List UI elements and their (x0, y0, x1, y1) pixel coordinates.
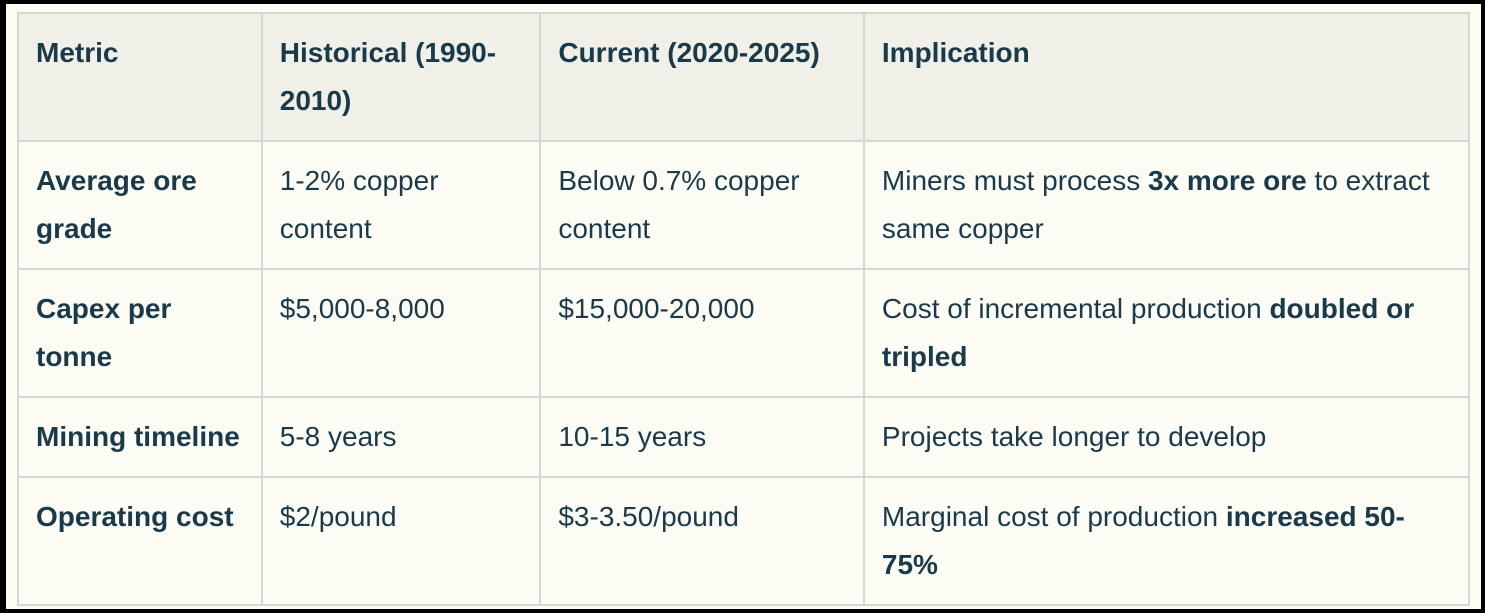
text-segment: $3-3.50/pound (558, 501, 739, 532)
copper-mining-metrics-table: Metric Historical (1990-2010) Current (2… (17, 12, 1471, 606)
table-row: Average ore grade 1-2% copper content Belo… (17, 140, 1471, 270)
column-header-historical: Historical (1990-2010) (260, 12, 542, 142)
historical-cell: 1-2% copper content (260, 140, 542, 270)
text-segment: Marginal cost of production (881, 501, 1226, 532)
table-row: Capex per tonne $5,000-8,000 $15,000-20,00… (17, 268, 1471, 398)
implication-cell: Marginal cost of production increased 50… (862, 476, 1471, 606)
bold-text-segment: 3x more ore (1147, 165, 1307, 196)
text-segment: $5,000-8,000 (279, 293, 445, 324)
text-segment: Miners must process (881, 165, 1148, 196)
implication-cell: Miners must process 3x more ore to extra… (862, 140, 1471, 270)
historical-cell: $2/pound (260, 476, 542, 606)
text-segment: Below 0.7% copper content (558, 165, 800, 244)
historical-cell: $5,000-8,000 (260, 268, 542, 398)
metric-cell: Mining timeline (17, 396, 263, 478)
bold-text-segment: Average ore grade (36, 165, 197, 244)
bold-text-segment: Mining timeline (36, 421, 240, 452)
metric-cell: Average ore grade (17, 140, 263, 270)
bold-text-segment: Capex per tonne (36, 293, 172, 372)
text-segment: to extract same copper (881, 165, 1430, 244)
table-row: Operating cost $2/pound $3-3.50/pound Margi… (17, 476, 1471, 606)
metric-cell: Capex per tonne (17, 268, 263, 398)
bold-text-segment: increased 50-75% (881, 501, 1405, 580)
table-body: Average ore grade 1-2% copper content Belo… (17, 140, 1471, 606)
implication-cell: Projects take longer to develop (862, 396, 1471, 478)
bold-text-segment: doubled or tripled (881, 293, 1415, 372)
implication-cell: Cost of incremental production doubled o… (862, 268, 1471, 398)
current-cell: $15,000-20,000 (539, 268, 865, 398)
text-segment: $2/pound (279, 501, 397, 532)
table-row: Mining timeline 5-8 years 10-15 years Proje… (17, 396, 1471, 478)
text-segment: 1-2% copper content (279, 165, 439, 244)
header-row: Metric Historical (1990-2010) Current (2… (17, 12, 1471, 142)
current-cell: 10-15 years (539, 396, 865, 478)
column-header-implication: Implication (862, 12, 1471, 142)
text-segment: 5-8 years (279, 421, 397, 452)
bold-text-segment: Operating cost (36, 501, 234, 532)
historical-cell: 5-8 years (260, 396, 542, 478)
current-cell: Below 0.7% copper content (539, 140, 865, 270)
current-cell: $3-3.50/pound (539, 476, 865, 606)
text-segment: 10-15 years (558, 421, 707, 452)
column-header-metric: Metric (17, 12, 263, 142)
text-segment: Cost of incremental production (881, 293, 1270, 324)
text-segment: $15,000-20,000 (558, 293, 755, 324)
text-segment: Projects take longer to develop (881, 421, 1267, 452)
column-header-current: Current (2020-2025) (539, 12, 865, 142)
metric-cell: Operating cost (17, 476, 263, 606)
